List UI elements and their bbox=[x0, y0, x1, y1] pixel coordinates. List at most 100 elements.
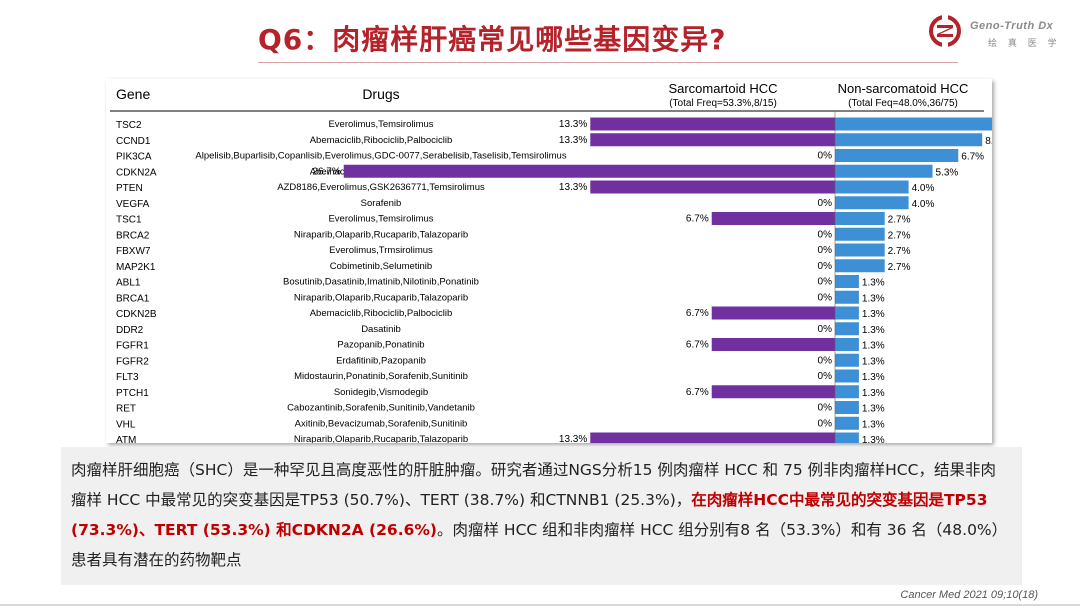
sarcomatoid-value-label: 13.3% bbox=[559, 119, 587, 130]
drugs-label: Cabozantinib,Sorafenib,Sunitinib,Vandeta… bbox=[287, 403, 475, 414]
gene-label: PTEN bbox=[116, 183, 143, 194]
sarcomatoid-bar bbox=[590, 180, 835, 194]
gene-label: CDKN2B bbox=[116, 309, 157, 320]
gene-label: PIK3CA bbox=[116, 152, 152, 163]
sarcomatoid-bar bbox=[711, 385, 835, 399]
title-divider bbox=[258, 62, 958, 63]
sarcomatoid-bar bbox=[590, 432, 835, 443]
gene-frequency-chart: Gene Drugs Sarcomartoid HCC (Total Freq=53.… bbox=[106, 79, 992, 443]
sarcomatoid-bar bbox=[711, 338, 835, 351]
sarcomatoid-value-label: 13.3% bbox=[559, 182, 587, 193]
drugs-label: Bosutinib,Dasatinib,Imatinib,Nilotinib,P… bbox=[283, 277, 479, 288]
chart-svg: Gene Drugs Sarcomartoid HCC (Total Freq=53.… bbox=[110, 81, 992, 443]
drugs-label: Everolimus,Temsirolimus bbox=[328, 119, 433, 130]
non-sarcomatoid-value-label: 1.3% bbox=[862, 388, 885, 399]
gene-label: CDKN2A bbox=[116, 167, 157, 178]
sarcomatoid-value-label: 0% bbox=[818, 277, 833, 288]
drugs-label: Abemaciclib,Ribociclib,Palbociclib bbox=[310, 308, 453, 319]
sarcomatoid-value-label: 13.3% bbox=[559, 434, 587, 443]
non-sarcomatoid-value-label: 2.7% bbox=[888, 262, 911, 273]
non-sarcomatoid-value-label: 2.7% bbox=[888, 230, 911, 241]
non-sarcomatoid-bar bbox=[835, 401, 859, 414]
non-sarcomatoid-value-label: 4.0% bbox=[912, 183, 935, 194]
sarcomatoid-value-label: 0% bbox=[818, 324, 833, 335]
drugs-label: Axitinib,Bevacizumab,Sorafenib,Sunitinib bbox=[295, 418, 468, 429]
gene-label: RET bbox=[116, 404, 136, 415]
non-sarcomatoid-bar bbox=[835, 180, 909, 194]
sarcomatoid-value-label: 26.7% bbox=[312, 166, 340, 177]
caption-text-end: 。肉瘤样 HCC 组和非肉瘤样 HCC 组分别有8 名（53.3%）和有 36 … bbox=[71, 521, 1008, 569]
sarcomatoid-value-label: 0% bbox=[818, 245, 833, 256]
caption-highlight: 在肉瘤样HCC中最常见的突变基因是TP53 (73.3%)、TERT (53.3… bbox=[71, 491, 988, 539]
sarcomatoid-value-label: 13.3% bbox=[559, 135, 587, 146]
non-sarcomatoid-bar bbox=[835, 212, 885, 225]
drugs-label: Niraparib,Olaparib,Rucaparib,Talazoparib bbox=[294, 229, 468, 240]
drugs-label: Abemaciclib,Ribociclib,Palbociclib bbox=[310, 135, 453, 146]
gene-label: VHL bbox=[116, 419, 136, 430]
non-sarcomatoid-value-label: 1.3% bbox=[862, 293, 885, 304]
non-sarcomatoid-value-label: 4.0% bbox=[912, 199, 935, 210]
non-sarcomatoid-value-label: 6.7% bbox=[961, 152, 984, 163]
non-sarcomatoid-bar bbox=[835, 196, 909, 210]
gene-label: FGFR1 bbox=[116, 341, 149, 352]
non-sarcomatoid-value-label: 1.3% bbox=[862, 341, 885, 352]
sarcomatoid-value-label: 6.7% bbox=[686, 308, 709, 319]
sarcomatoid-value-label: 0% bbox=[818, 355, 833, 366]
gene-label: FLT3 bbox=[116, 372, 139, 383]
gene-label: VEGFA bbox=[116, 199, 150, 210]
sarcomatoid-value-label: 6.7% bbox=[686, 387, 709, 398]
citation: Cancer Med 2021 09;10(18) bbox=[900, 589, 1038, 601]
header-sarcomatoid: Sarcomartoid HCC bbox=[668, 81, 777, 96]
gene-label: CCND1 bbox=[116, 136, 151, 147]
header-non-sarcomatoid-freq: (Total Feq=48.0%,36/75) bbox=[848, 98, 958, 109]
footer-divider bbox=[0, 604, 1080, 606]
drugs-label: Midostaurin,Ponatinib,Sorafenib,Sunitini… bbox=[294, 371, 468, 382]
sarcomatoid-bar bbox=[711, 212, 835, 225]
gene-label: FGFR2 bbox=[116, 356, 149, 367]
non-sarcomatoid-bar bbox=[835, 164, 933, 178]
non-sarcomatoid-bar bbox=[835, 243, 885, 257]
non-sarcomatoid-value-label: 2.7% bbox=[888, 246, 911, 257]
non-sarcomatoid-bar bbox=[835, 259, 885, 273]
drugs-label: Dasatinib bbox=[361, 324, 401, 335]
non-sarcomatoid-value-label: 5.3% bbox=[936, 167, 959, 178]
drugs-label: Alpelisib,Buparlisib,Copanlisib,Everolim… bbox=[195, 151, 566, 162]
sarcomatoid-value-label: 0% bbox=[818, 198, 833, 209]
sarcomatoid-value-label: 0% bbox=[818, 292, 833, 303]
gene-label: MAP2K1 bbox=[116, 262, 156, 273]
sarcomatoid-value-label: 6.7% bbox=[686, 340, 709, 351]
slide-title: Q6：肉瘤样肝癌常见哪些基因变异? bbox=[258, 23, 727, 56]
non-sarcomatoid-bar bbox=[835, 306, 859, 320]
sarcomatoid-value-label: 0% bbox=[818, 151, 833, 162]
sarcomatoid-value-label: 0% bbox=[818, 371, 833, 382]
non-sarcomatoid-value-label: 1.3% bbox=[862, 309, 885, 320]
non-sarcomatoid-bar bbox=[835, 227, 885, 241]
non-sarcomatoid-bar bbox=[835, 385, 859, 399]
company-logo: Geno-Truth Dx 绘 真 医 学 bbox=[928, 14, 1064, 58]
gene-label: BRCA1 bbox=[116, 293, 150, 304]
non-sarcomatoid-bar bbox=[835, 117, 992, 131]
drugs-label: Everolimus,Trmsirolimus bbox=[329, 245, 433, 256]
gene-label: ATM bbox=[116, 435, 136, 443]
non-sarcomatoid-value-label: 8.0% bbox=[985, 136, 992, 147]
drugs-label: AZD8186,Everolimus,GSK2636771,Temsirolim… bbox=[277, 182, 485, 193]
sarcomatoid-value-label: 0% bbox=[818, 403, 833, 414]
drugs-label: Niraparib,Olaparib,Rucaparib,Talazoparib bbox=[294, 434, 468, 443]
header-sarcomatoid-freq: (Total Freq=53.3%,8/15) bbox=[669, 98, 777, 109]
gene-label: FBXW7 bbox=[116, 246, 151, 257]
non-sarcomatoid-value-label: 1.3% bbox=[862, 278, 885, 289]
non-sarcomatoid-bar bbox=[835, 416, 859, 430]
drugs-label: Sonidegib,Vismodegib bbox=[334, 387, 428, 398]
sarcomatoid-value-label: 0% bbox=[818, 261, 833, 272]
drugs-label: Everolimus,Temsirolimus bbox=[328, 214, 433, 225]
non-sarcomatoid-bar bbox=[835, 275, 859, 288]
header-non-sarcomatoid: Non-sarcomatoid HCC bbox=[838, 81, 969, 96]
gene-label: DDR2 bbox=[116, 325, 144, 336]
sarcomatoid-bar bbox=[590, 117, 835, 131]
logo-english-text: Geno-Truth Dx bbox=[970, 20, 1054, 32]
non-sarcomatoid-value-label: 1.3% bbox=[862, 372, 885, 383]
sarcomatoid-value-label: 0% bbox=[818, 418, 833, 429]
non-sarcomatoid-value-label: 1.3% bbox=[862, 356, 885, 367]
non-sarcomatoid-bar bbox=[835, 149, 959, 162]
sarcomatoid-bar bbox=[711, 306, 835, 320]
